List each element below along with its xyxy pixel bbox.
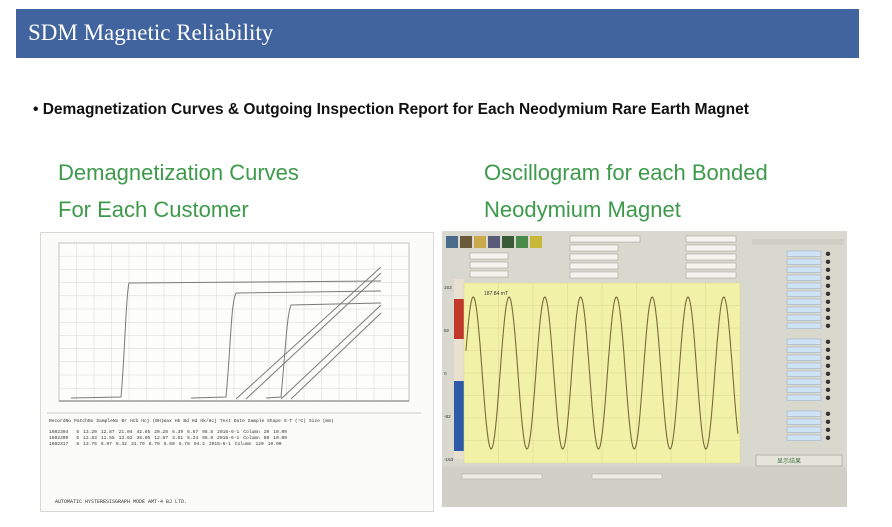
table-cell: 12.87	[154, 436, 169, 441]
bullet-heading: • Demagnetization Curves & Outgoing Insp…	[33, 101, 749, 118]
table-cell: 95.8	[202, 430, 214, 435]
table-cell: 13.20	[83, 430, 97, 435]
table-cell: 5.50	[163, 442, 175, 447]
table-cell: 6.39	[172, 430, 184, 435]
table-header-cell: Hcb	[129, 419, 139, 424]
table-cell: 5.78	[178, 442, 190, 447]
report-table-header: RecordNo PatchNo SampleNo Br Hcb Hcj (BH)max Hk…	[49, 419, 429, 424]
demagnetization-report-photo: RecordNo PatchNo SampleNo Br Hcb Hcj (BH)max Hk…	[40, 232, 434, 512]
demagnetization-chart-image	[47, 242, 421, 414]
left-caption: Demagnetization Curves For Each Customer	[58, 154, 299, 228]
table-cell: 31.79	[130, 442, 145, 447]
table-cell: 6.67	[187, 430, 199, 435]
header-bar: SDM Magnetic Reliability	[16, 9, 859, 58]
table-cell: 1602304	[49, 430, 69, 435]
table-cell: 80	[263, 436, 270, 441]
table-cell: Column	[234, 442, 252, 447]
table-cell: 2016-6-1	[217, 430, 240, 435]
report-table-body: 1602304 5 13.20 12.87 21.04 42.65 20.28 6.39 6.6…	[49, 430, 429, 448]
table-header-cell: Bd	[183, 419, 189, 424]
table-cell: 13.76	[83, 442, 97, 447]
table-cell: 8.79	[148, 442, 160, 447]
y-tick-label: 163	[444, 285, 452, 290]
table-cell: 12.83	[83, 436, 97, 441]
table-header-cell: SampleNo	[96, 419, 119, 424]
table-cell: 2016-6-1	[208, 442, 231, 447]
table-cell: 3.61	[172, 436, 184, 441]
table-header-cell: Hk/Hcj	[200, 419, 217, 424]
table-cell: 10.00	[267, 442, 282, 447]
table-cell: 5	[76, 442, 80, 447]
table-cell: Column	[243, 436, 260, 441]
table-header-cell: PatchNo	[74, 419, 94, 424]
y-tick-label: -82	[444, 414, 451, 419]
table-header-cell: RecordNo	[49, 419, 72, 424]
table-cell: 120	[255, 442, 264, 447]
table-cell: 95.9	[202, 436, 214, 441]
table-cell: Column	[243, 430, 260, 435]
table-cell: 20	[263, 430, 270, 435]
table-cell: 1602317	[49, 442, 69, 447]
report-table: RecordNo PatchNo SampleNo Br Hcb Hcj (BH)max Hk…	[49, 419, 429, 448]
table-row: 1602304 5 13.20 12.87 21.04 42.65 20.28 6.39 6.6…	[49, 430, 429, 436]
table-header-cell: Hk	[174, 419, 181, 424]
toolbar-icons	[446, 236, 542, 248]
table-cell: 5	[76, 430, 80, 435]
show-result-button: 显示结果	[777, 457, 801, 465]
table-cell: 5	[76, 436, 80, 441]
report-footer: AUTOMATIC HYSTERESISGRAPH MODE AMT-4 BJ …	[55, 499, 188, 505]
table-cell: 2016-6-1	[217, 436, 240, 441]
table-row: 1602309 5 12.83 11.55 13.62 38.05 12.87 3.61 6.2…	[49, 436, 429, 442]
right-caption: Oscillogram for each Bonded Neodymium Ma…	[484, 154, 768, 228]
right-caption-line2: Neodymium Magnet	[484, 197, 681, 222]
table-header-cell: Hd	[191, 419, 198, 424]
y-tick-label: 82	[444, 328, 450, 333]
y-tick-label: 0	[444, 371, 447, 376]
table-cell: 42.65	[136, 430, 151, 435]
y-tick-label: -163	[444, 457, 454, 462]
table-header-cell: S-T (°C)	[283, 419, 306, 424]
table-header-cell: Hcj	[141, 419, 150, 424]
table-header-cell: Sample Shape	[247, 419, 281, 424]
table-header-cell: (BH)max	[152, 419, 172, 424]
table-cell: 1602309	[49, 436, 69, 441]
table-cell: 10.00	[273, 436, 288, 441]
table-cell: 13.62	[118, 436, 133, 441]
right-caption-line1: Oscillogram for each Bonded	[484, 160, 768, 185]
wave-annotation: 187.84 mT	[484, 291, 508, 297]
table-cell: 10.00	[273, 430, 288, 435]
table-cell: 94.2	[193, 442, 205, 447]
page-title: SDM Magnetic Reliability	[28, 20, 274, 45]
table-cell: 21.04	[118, 430, 133, 435]
table-cell: 20.28	[154, 430, 169, 435]
table-cell: 12.87	[100, 430, 115, 435]
table-header-cell: Size (mm)	[308, 419, 334, 424]
table-header-cell: Br	[121, 419, 127, 424]
table-row: 1602317 5 13.76 6.97 9.32 31.79 8.79 5.50 5.78 94…	[49, 442, 429, 448]
left-caption-line2: For Each Customer	[58, 197, 249, 222]
table-cell: 6.97	[100, 442, 112, 447]
table-cell: 38.05	[136, 436, 151, 441]
table-header-cell: Test Date	[219, 419, 245, 424]
table-cell: 9.32	[115, 442, 127, 447]
table-cell: 11.55	[100, 436, 115, 441]
left-caption-line1: Demagnetization Curves	[58, 160, 299, 185]
table-cell: 6.24	[187, 436, 199, 441]
